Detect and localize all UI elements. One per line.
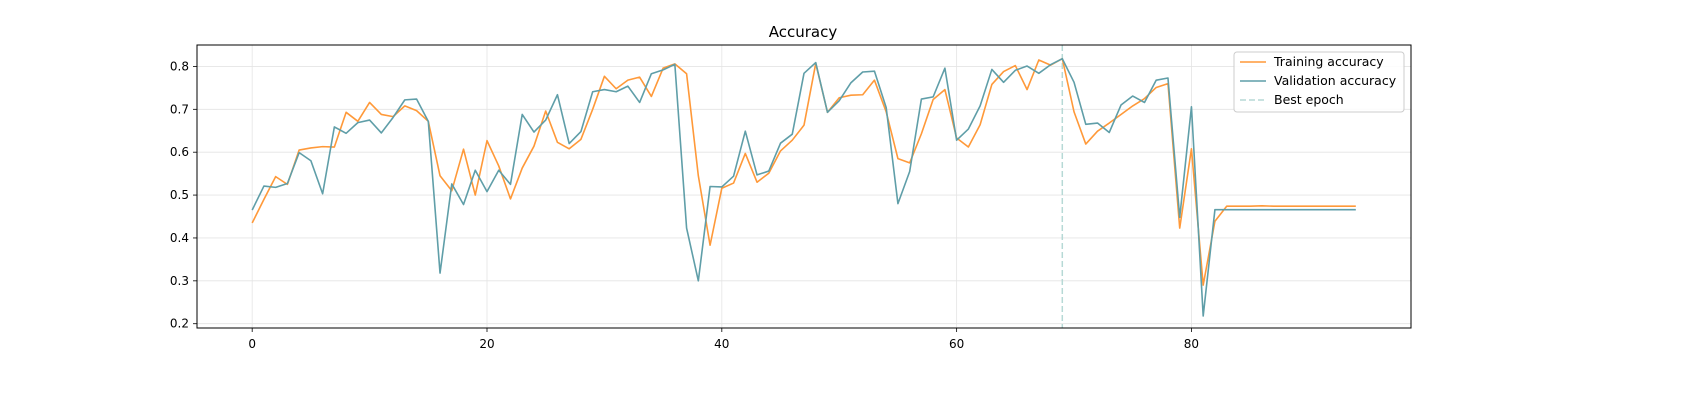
x-tick-label: 20 bbox=[479, 337, 494, 351]
legend-label: Validation accuracy bbox=[1274, 73, 1397, 88]
x-tick-label: 40 bbox=[714, 337, 729, 351]
y-tick-label: 0.8 bbox=[170, 59, 189, 73]
plot-lines bbox=[251, 45, 1356, 328]
x-tick-label: 60 bbox=[949, 337, 964, 351]
legend-label: Training accuracy bbox=[1273, 54, 1384, 69]
plot-frame bbox=[196, 44, 1412, 329]
y-tick-label: 0.4 bbox=[170, 231, 189, 245]
y-tick-label: 0.7 bbox=[170, 102, 189, 116]
y-tick-label: 0.3 bbox=[170, 274, 189, 288]
legend-label: Best epoch bbox=[1274, 92, 1344, 107]
y-tick-label: 0.5 bbox=[170, 188, 189, 202]
series-line-validation bbox=[251, 57, 1356, 317]
axis-ticks: 0 20 40 60 80 0.2 0.3 0.4 0.5 0.6 0.7 0.8 bbox=[170, 59, 1199, 351]
chart-title: Accuracy bbox=[769, 23, 838, 41]
y-tick-label: 0.2 bbox=[170, 317, 189, 331]
grid-lines bbox=[197, 45, 1411, 328]
y-tick-label: 0.6 bbox=[170, 145, 189, 159]
legend-box bbox=[1233, 51, 1405, 113]
x-tick-label: 80 bbox=[1184, 337, 1199, 351]
x-tick-label: 0 bbox=[248, 337, 256, 351]
series-line-training bbox=[251, 57, 1356, 286]
legend: Training accuracy Validation accuracy Best… bbox=[1233, 51, 1405, 113]
